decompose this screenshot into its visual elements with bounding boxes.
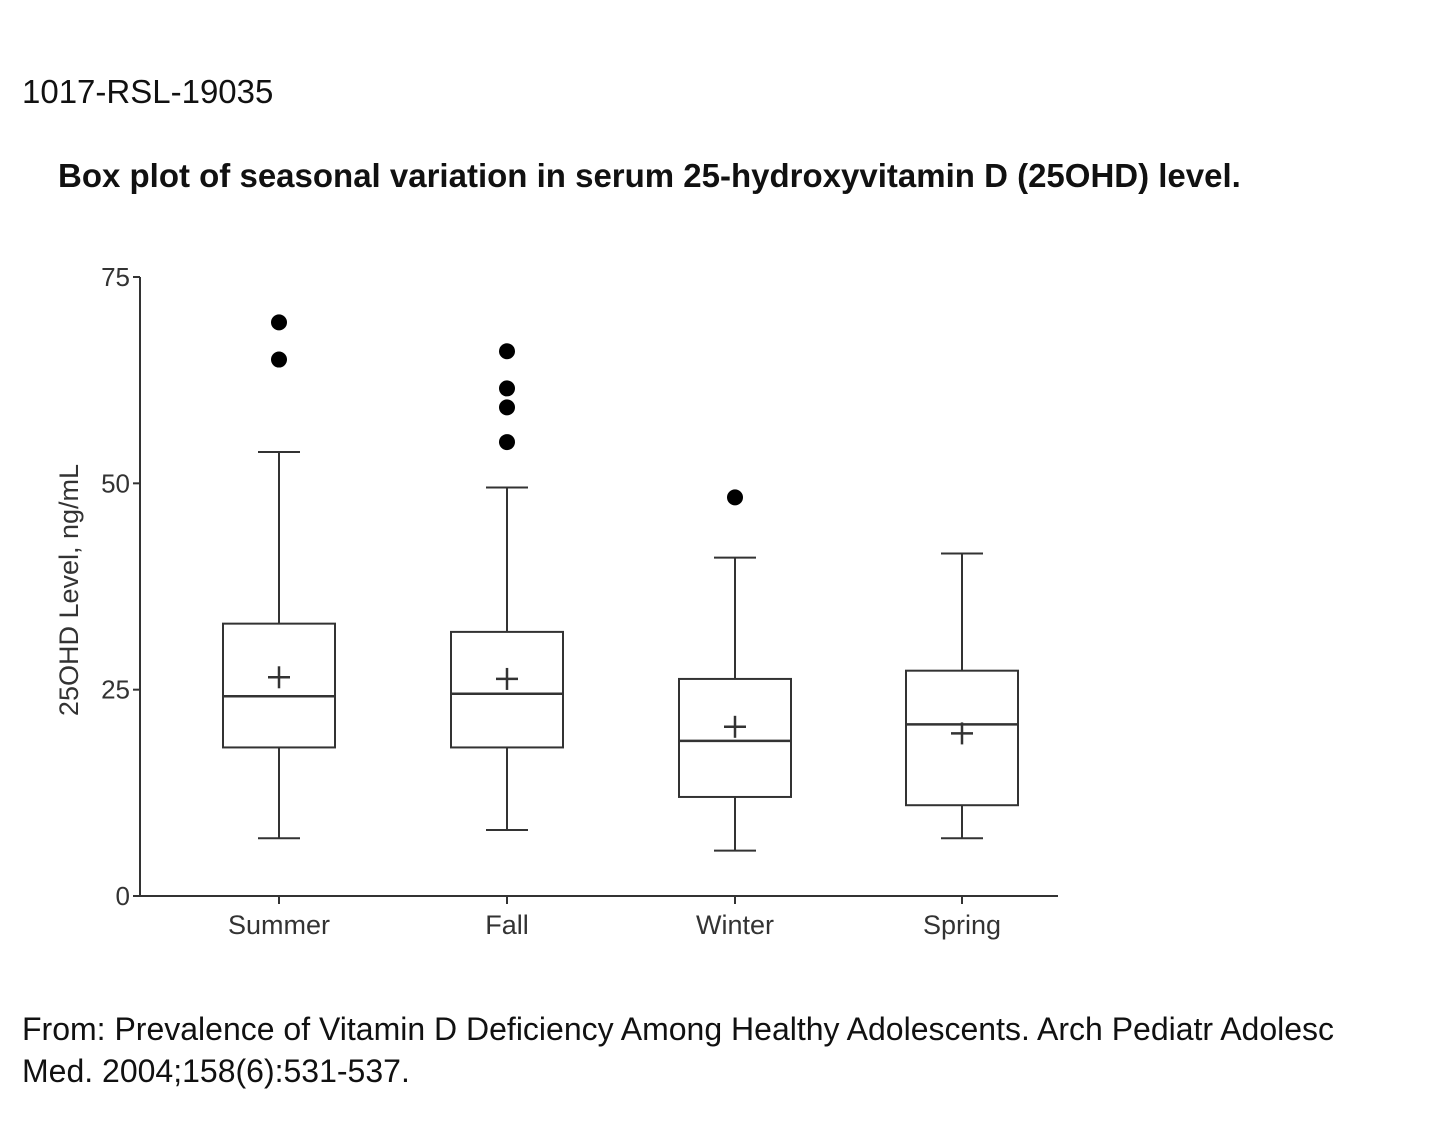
figure-citation: From: Prevalence of Vitamin D Deficiency…	[22, 1011, 1335, 1089]
outlier-point-summer	[271, 314, 287, 331]
figure-id: 1017-RSL-19035	[22, 73, 274, 110]
x-tick-label: Spring	[923, 910, 1001, 940]
y-tick-label: 75	[101, 262, 130, 292]
y-axis-label: 25OHD Level, ng/mL	[54, 464, 84, 716]
y-tick-label: 50	[101, 468, 130, 498]
x-tick-label: Summer	[228, 910, 330, 940]
y-tick-label: 25	[101, 675, 130, 705]
outlier-point-fall	[499, 380, 515, 397]
x-tick-label: Fall	[485, 910, 529, 940]
outlier-point-fall	[499, 343, 515, 360]
outlier-point-summer	[271, 351, 287, 368]
outlier-point-winter	[727, 489, 743, 506]
outlier-point-fall	[499, 434, 515, 451]
outlier-point-fall	[499, 399, 515, 416]
x-tick-label: Winter	[696, 910, 774, 940]
figure-title: Box plot of seasonal variation in serum …	[58, 157, 1241, 194]
box-winter	[678, 677, 792, 798]
y-tick-label: 0	[116, 881, 130, 911]
